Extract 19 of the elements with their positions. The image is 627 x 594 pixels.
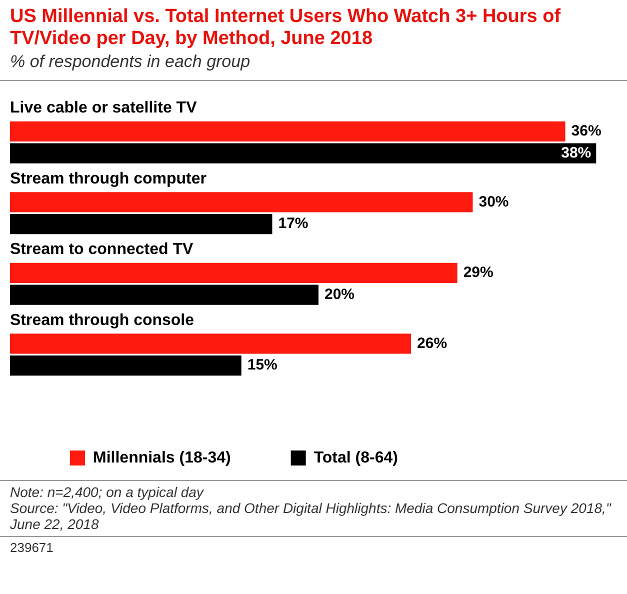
chart-subtitle: % of respondents in each group [0,50,627,81]
text: Note: n=2,400; on a typical day [10,484,205,500]
chart-title: US Millennial vs. Total Internet Users Who Watch 3+ Hours of TV/Video per Day, by Method, June 2018 [9,5,562,50]
y-tick-label: Stream through console [10,312,194,329]
source-note: Source: "Video, Video Platforms, and Other Digital Highlights: Media Consumption Survey 2018," June 22, 2018 [10,500,612,532]
data-label: 36% [571,122,602,140]
data-label: 20% [324,286,355,303]
legend-label: Total (8-64) [314,449,398,466]
data-label: 26% [417,334,448,352]
y-tick-label: Stream through computer [10,170,206,188]
data-label: 38% [561,144,592,162]
data-label: 29% [463,264,494,282]
data-label: 15% [247,356,278,374]
legend-label: Millennials (18-34) [93,449,231,466]
y-tick-label: Live cable or satellite TV [10,100,198,117]
data-label: 17% [278,215,308,232]
text: 239671 [0,536,627,558]
y-tick-label: Stream to connected TV [10,241,194,258]
data-label: 30% [478,193,509,210]
